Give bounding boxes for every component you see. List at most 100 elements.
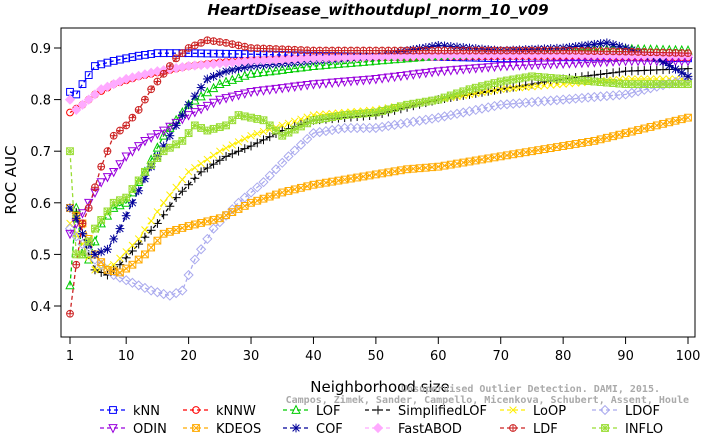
series-point-kdeos: [103, 265, 112, 274]
series-line-ldof: [69, 78, 689, 297]
series-point-ldof: [158, 288, 169, 300]
series-point-loop: [290, 117, 299, 126]
x-tick-label: 100: [676, 349, 701, 364]
series-point-lof: [115, 199, 125, 210]
series-point-fastabod: [89, 89, 101, 100]
series-point-knn: [215, 49, 224, 58]
x-tick-label: 70: [492, 349, 509, 364]
series-point-knn: [222, 49, 230, 58]
series-point-inflo: [440, 93, 449, 102]
series-point-inflo: [684, 80, 692, 89]
series-point-kdeos: [334, 176, 343, 185]
series-point-ldof: [258, 177, 269, 188]
series-point-kdeos: [509, 150, 518, 159]
series-point-inflo: [259, 116, 268, 125]
series-point-lof: [152, 142, 163, 152]
series-point-kdeos: [409, 164, 418, 173]
series-point-ldof: [439, 111, 450, 122]
series-point-inflo: [272, 126, 280, 135]
series-point-ldf: [215, 38, 224, 46]
series-point-lof: [240, 70, 250, 80]
series-point-inflo: [91, 224, 99, 233]
series-point-loop: [172, 183, 180, 192]
series-point-ldof: [127, 277, 138, 288]
series-point-knn: [103, 58, 112, 67]
series-point-odin: [377, 74, 387, 84]
series-point-odin: [458, 65, 468, 75]
series-point-kdeos: [615, 130, 624, 139]
series-point-cof: [190, 91, 200, 101]
series-point-lof: [246, 68, 256, 78]
series-point-cof: [664, 61, 674, 70]
series-point-inflo: [303, 119, 312, 128]
series-point-lof: [314, 60, 325, 70]
series-point-kdeos: [634, 126, 642, 134]
series-point-lof: [339, 57, 350, 68]
series-point-inflo: [153, 154, 162, 162]
y-tick-label: 0.7: [30, 145, 51, 160]
series-point-inflo: [496, 77, 505, 86]
series-point-simplifiedlof: [240, 144, 250, 154]
series-point-inflo: [84, 237, 93, 246]
series-point-inflo: [646, 80, 655, 89]
series-point-inflo: [265, 121, 274, 130]
series-point-simplifiedlof: [252, 138, 262, 148]
series-point-kdeos: [378, 169, 387, 178]
series-point-odin: [496, 62, 506, 72]
series-point-kdeos: [490, 153, 499, 162]
series-point-ldof: [152, 287, 163, 298]
legend-item-ldof: LDOF: [592, 404, 660, 419]
series-point-loop: [191, 163, 199, 172]
series-point-kdeos: [546, 144, 555, 153]
series-point-lof: [277, 64, 287, 74]
legend-item-loop: LoOP: [500, 404, 566, 419]
series-layer: [64, 36, 694, 318]
series-point-odin: [115, 160, 125, 170]
series-point-simplifiedlof: [515, 81, 524, 91]
series-point-odin: [252, 87, 262, 97]
series-point-odin: [290, 82, 300, 92]
series-point-ldof: [289, 145, 300, 156]
series-point-loop: [159, 199, 168, 207]
series-point-ldf: [172, 54, 181, 63]
series-point-odin: [483, 63, 493, 73]
legend-item-inflo: INFLO: [592, 422, 663, 434]
series-point-cof: [683, 71, 693, 81]
series-point-lof: [296, 62, 306, 72]
series-point-odin: [346, 77, 356, 87]
series-point-inflo: [234, 111, 243, 119]
series-point-ldof: [458, 107, 469, 118]
series-point-kdeos: [197, 219, 205, 227]
series-point-loop: [253, 129, 262, 138]
series-point-cof: [608, 40, 618, 49]
series-point-kdeos: [178, 224, 187, 232]
y-axis: 0.4 0.5 0.6 0.7 0.8 0.9: [30, 42, 62, 315]
series-point-odin: [140, 136, 150, 147]
series-point-ldf: [184, 44, 193, 52]
series-point-inflo: [521, 73, 530, 82]
series-point-ldof: [626, 87, 637, 98]
x-axis-label: Neighborhood size: [310, 378, 449, 396]
series-point-loop: [303, 113, 311, 121]
series-point-odin: [520, 61, 531, 71]
series-point-kdeos: [627, 127, 636, 136]
series-point-ldof: [171, 287, 182, 299]
series-point-inflo: [559, 75, 568, 83]
series-inflo: [66, 72, 692, 259]
series-point-kdeos: [659, 119, 667, 128]
series-point-ldof: [121, 275, 132, 286]
series-point-inflo: [147, 161, 156, 169]
series-point-simplifiedlof: [146, 225, 156, 235]
series-point-knn: [84, 71, 93, 79]
series-point-odin: [508, 61, 518, 72]
series-point-fastabod: [64, 94, 76, 105]
series-point-odin: [552, 59, 562, 70]
legend-label: kNNW: [216, 404, 256, 419]
series-point-loop: [134, 235, 143, 243]
series-point-odin: [102, 173, 113, 183]
series-point-inflo: [409, 99, 418, 108]
series-point-loop: [284, 119, 293, 128]
series-point-loop: [203, 155, 212, 164]
series-kdeos: [66, 113, 692, 277]
series-point-kdeos: [253, 196, 262, 205]
